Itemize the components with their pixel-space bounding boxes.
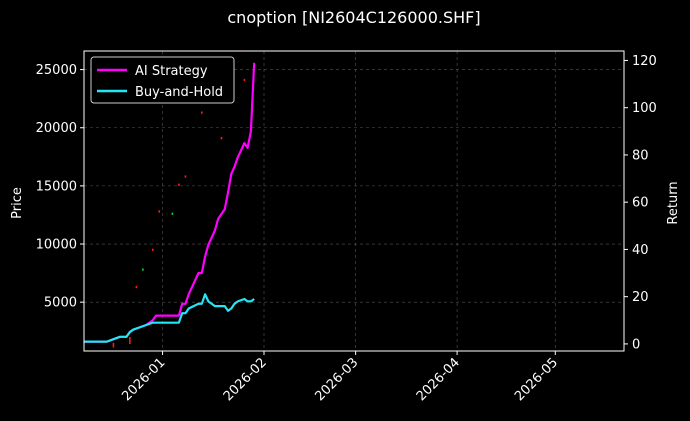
y2-tick-label: 120 [632,54,657,69]
series-lines [84,62,256,343]
y2-axis-title: Return [666,181,681,224]
y2-tick-label: 40 [632,243,649,258]
y-tick-label: 10000 [36,238,77,253]
y-axis-right: 0 20 40 60 80 100 120 [624,54,657,352]
price-marks [112,78,246,348]
y-tick-label: 20000 [36,121,77,136]
y-axis-left: 5000 10000 15000 20000 25000 [36,63,84,311]
legend-label-ai-strategy: AI Strategy [135,64,208,79]
y-axis-title: Price [10,187,25,219]
y-tick-label: 25000 [36,63,77,78]
plot-frame [83,50,625,352]
legend: AI Strategy Buy-and-Hold [90,56,235,104]
legend-label-buy-and-hold: Buy-and-Hold [135,85,223,100]
y2-tick-label: 80 [632,148,649,163]
y2-tick-label: 20 [632,290,649,305]
y-tick-label: 15000 [36,179,77,194]
y2-tick-label: 100 [632,101,657,116]
y2-tick-label: 0 [632,337,640,352]
series-line-buy-and-hold [84,293,255,343]
y2-tick-label: 60 [632,196,649,211]
y-tick-label: 5000 [44,296,77,311]
chart-title: cnoption [NI2604C126000.SHF] [227,8,480,27]
